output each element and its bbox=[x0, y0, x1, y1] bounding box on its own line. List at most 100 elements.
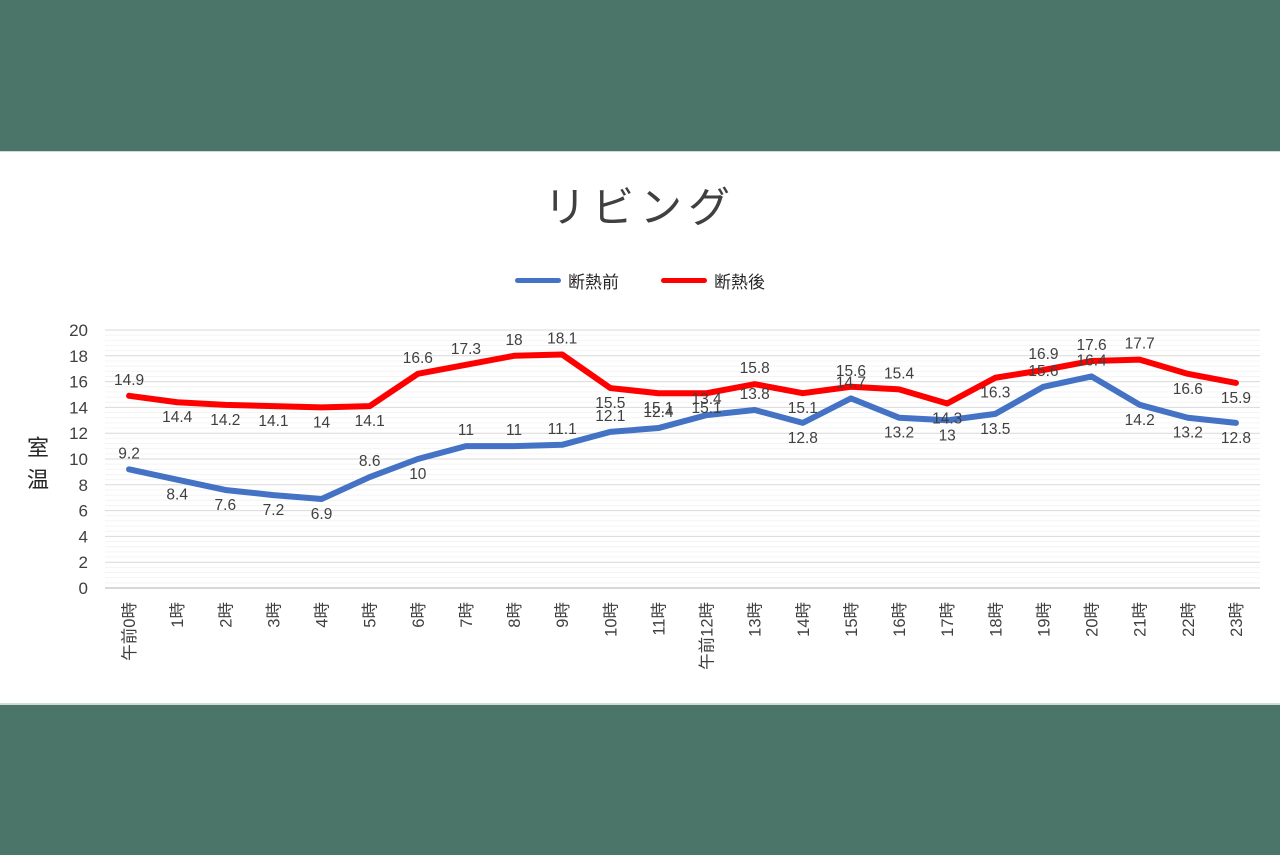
svg-text:13.5: 13.5 bbox=[980, 421, 1010, 438]
series-line-断熱前 bbox=[126, 373, 1239, 502]
svg-text:7.2: 7.2 bbox=[263, 502, 285, 519]
svg-text:6時: 6時 bbox=[409, 602, 428, 628]
svg-text:18.1: 18.1 bbox=[547, 331, 577, 348]
svg-text:15.1: 15.1 bbox=[788, 400, 818, 417]
svg-text:15.4: 15.4 bbox=[884, 365, 915, 382]
svg-text:8.4: 8.4 bbox=[166, 487, 188, 504]
legend-label-after-insulation: 断熱後 bbox=[714, 273, 765, 292]
svg-text:16.4: 16.4 bbox=[1076, 352, 1107, 369]
svg-text:8時: 8時 bbox=[505, 602, 524, 628]
legend-line-swatch-red-icon bbox=[661, 278, 707, 283]
svg-text:19時: 19時 bbox=[1034, 602, 1053, 637]
minor-gridlines bbox=[105, 334, 1260, 584]
svg-text:10時: 10時 bbox=[601, 602, 620, 637]
svg-text:20: 20 bbox=[69, 321, 88, 340]
svg-text:4時: 4時 bbox=[313, 602, 332, 628]
svg-text:6.9: 6.9 bbox=[311, 506, 333, 523]
svg-text:16: 16 bbox=[69, 373, 88, 392]
svg-text:14.7: 14.7 bbox=[836, 374, 866, 391]
svg-text:4: 4 bbox=[79, 527, 88, 546]
svg-text:14.2: 14.2 bbox=[210, 412, 240, 429]
svg-text:14.4: 14.4 bbox=[162, 409, 193, 426]
svg-text:18時: 18時 bbox=[986, 602, 1005, 637]
svg-text:午前0時: 午前0時 bbox=[120, 602, 139, 661]
series-line-断熱後 bbox=[126, 351, 1239, 411]
svg-text:12.8: 12.8 bbox=[1221, 430, 1251, 447]
chart-title: リビング bbox=[543, 184, 736, 231]
legend-label-before-insulation: 断熱前 bbox=[568, 273, 619, 292]
svg-text:15.8: 15.8 bbox=[740, 360, 770, 377]
svg-text:15.9: 15.9 bbox=[1221, 390, 1251, 407]
svg-text:15時: 15時 bbox=[842, 602, 861, 637]
svg-text:0: 0 bbox=[79, 579, 88, 598]
chart-area: リビング 断熱前 断熱後 室温 0 2 4 6 8 10 12 14 16 18 20 午前0時 1時 2… bbox=[0, 152, 1280, 703]
svg-text:7時: 7時 bbox=[457, 602, 476, 628]
svg-text:8: 8 bbox=[79, 476, 88, 495]
svg-text:11: 11 bbox=[506, 422, 522, 439]
top-letterbox-band bbox=[0, 0, 1280, 153]
svg-text:11.1: 11.1 bbox=[548, 421, 577, 438]
svg-text:16時: 16時 bbox=[890, 602, 909, 637]
svg-text:10: 10 bbox=[409, 466, 427, 483]
svg-text:8.6: 8.6 bbox=[359, 453, 381, 470]
svg-text:14: 14 bbox=[69, 398, 88, 417]
svg-text:5時: 5時 bbox=[361, 602, 380, 628]
svg-text:14.9: 14.9 bbox=[114, 372, 144, 389]
svg-text:21時: 21時 bbox=[1131, 602, 1150, 637]
svg-text:18: 18 bbox=[505, 332, 522, 349]
bottom-letterbox-band bbox=[0, 703, 1280, 855]
svg-text:14.1: 14.1 bbox=[258, 413, 288, 430]
svg-text:12.4: 12.4 bbox=[643, 404, 674, 421]
svg-text:13.4: 13.4 bbox=[691, 391, 722, 408]
svg-text:12.8: 12.8 bbox=[788, 430, 818, 447]
svg-text:17.6: 17.6 bbox=[1076, 337, 1106, 354]
svg-text:9.2: 9.2 bbox=[118, 445, 140, 462]
legend-item-after-insulation: 断熱後 bbox=[661, 268, 765, 293]
svg-text:17.3: 17.3 bbox=[451, 341, 481, 358]
svg-text:10: 10 bbox=[69, 450, 88, 469]
svg-text:15.6: 15.6 bbox=[1028, 363, 1058, 380]
svg-text:14.3: 14.3 bbox=[932, 411, 962, 428]
svg-text:12.1: 12.1 bbox=[595, 408, 625, 425]
svg-text:11: 11 bbox=[458, 422, 474, 439]
legend-item-before-insulation: 断熱前 bbox=[515, 268, 619, 293]
svg-text:9時: 9時 bbox=[553, 602, 572, 628]
svg-text:15.6: 15.6 bbox=[836, 363, 866, 380]
x-axis-tick-labels: 午前0時 1時 2時 3時 4時 5時 6時 7時 8時 9時 10時 11時 午前12時 13時 14時 1… bbox=[120, 602, 1246, 670]
svg-text:午前12時: 午前12時 bbox=[698, 602, 717, 670]
legend-line-swatch-blue-icon bbox=[515, 278, 561, 283]
svg-text:16.6: 16.6 bbox=[1173, 381, 1203, 398]
svg-text:11時: 11時 bbox=[649, 602, 668, 636]
svg-text:7.6: 7.6 bbox=[215, 497, 237, 514]
svg-text:13時: 13時 bbox=[746, 602, 765, 637]
svg-text:14.1: 14.1 bbox=[355, 413, 385, 430]
svg-text:16.9: 16.9 bbox=[1028, 346, 1058, 363]
svg-text:6: 6 bbox=[79, 502, 88, 521]
svg-text:13.2: 13.2 bbox=[884, 425, 914, 442]
svg-text:13.8: 13.8 bbox=[740, 386, 770, 403]
svg-text:15.1: 15.1 bbox=[691, 400, 721, 417]
data-labels-断熱前: 9.2 8.4 7.6 7.2 6.9 8.6 10 11 11 11.1 12.1 12.4 13.4… bbox=[118, 352, 1251, 523]
svg-text:13: 13 bbox=[939, 427, 956, 444]
y-axis-tick-labels: 0 2 4 6 8 10 12 14 16 18 20 bbox=[69, 321, 88, 598]
svg-text:2時: 2時 bbox=[216, 602, 235, 628]
svg-text:18: 18 bbox=[69, 347, 88, 366]
svg-text:3時: 3時 bbox=[264, 602, 283, 628]
svg-text:12: 12 bbox=[69, 424, 88, 443]
data-labels-断熱後: 14.9 14.4 14.2 14.1 14 14.1 16.6 17.3 18 18.1 15.5… bbox=[114, 331, 1251, 432]
svg-text:15.1: 15.1 bbox=[643, 400, 673, 417]
svg-text:13.2: 13.2 bbox=[1173, 425, 1203, 442]
svg-text:16.3: 16.3 bbox=[980, 385, 1010, 402]
svg-text:14時: 14時 bbox=[794, 602, 813, 637]
svg-text:16.6: 16.6 bbox=[403, 350, 433, 367]
svg-text:17.7: 17.7 bbox=[1125, 336, 1155, 353]
svg-text:14: 14 bbox=[313, 414, 331, 431]
svg-text:14.2: 14.2 bbox=[1125, 412, 1155, 429]
svg-text:2: 2 bbox=[79, 553, 88, 572]
line-chart-plot: 0 2 4 6 8 10 12 14 16 18 20 午前0時 1時 2時 3時 4時 5時 6時 7時 8時 9時 1… bbox=[69, 321, 1260, 670]
y-axis-title: 室温 bbox=[24, 436, 49, 500]
svg-text:17時: 17時 bbox=[938, 602, 957, 637]
svg-text:15.5: 15.5 bbox=[595, 395, 625, 412]
svg-text:1時: 1時 bbox=[168, 602, 187, 628]
